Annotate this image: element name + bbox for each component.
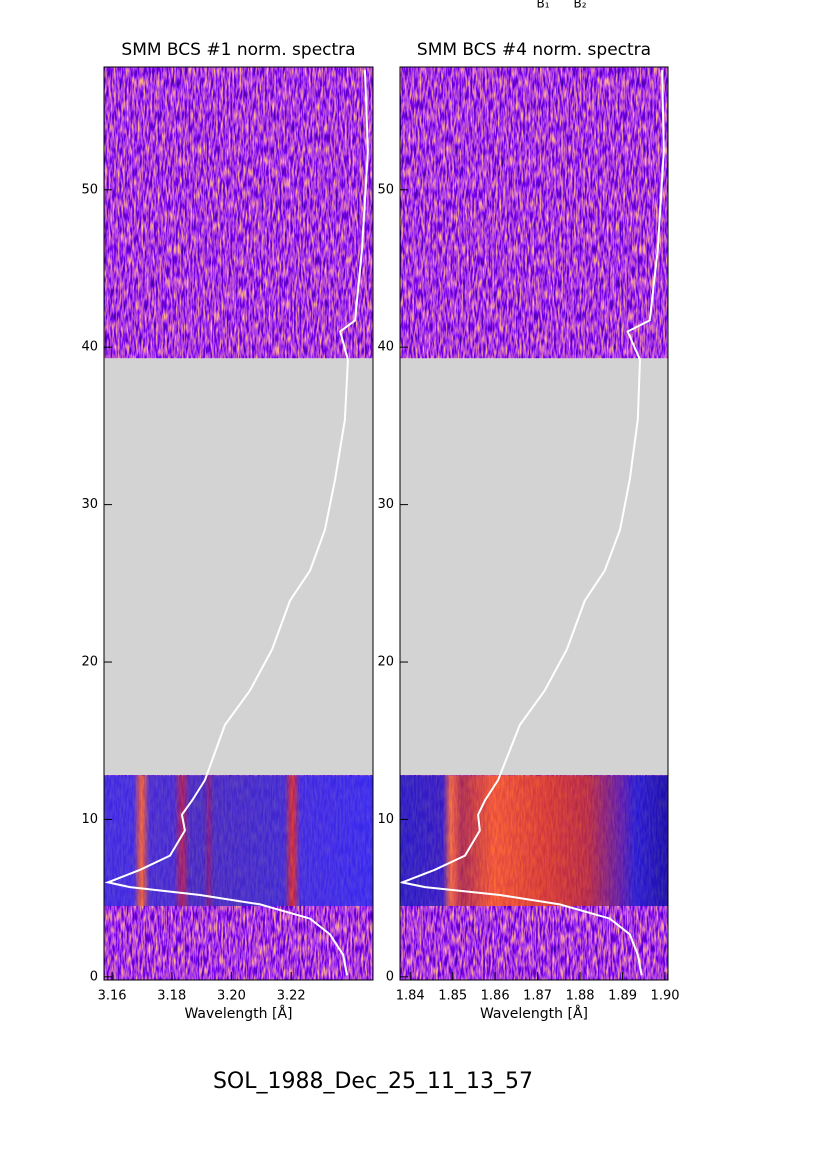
x-tick-label: 1.86 <box>481 989 510 1004</box>
plot-frame <box>399 66 669 981</box>
data-gap <box>400 358 668 776</box>
x-tick-label: 1.87 <box>523 989 552 1004</box>
x-tick-label: 1.84 <box>396 989 425 1004</box>
x-tick-label: 1.90 <box>651 989 680 1004</box>
y-tick-label: 40 <box>377 340 394 355</box>
y-tick-label: 30 <box>81 497 98 512</box>
panel-title: SMM BCS #1 norm. spectra <box>121 40 355 60</box>
x-axis-label: Wavelength [Å] <box>480 1005 588 1022</box>
y-tick-label: 0 <box>386 969 394 984</box>
y-tick-label: 20 <box>81 655 98 670</box>
y-tick-label: 40 <box>81 340 98 355</box>
spectral-lines <box>104 775 373 907</box>
x-tick-label: 1.89 <box>608 989 637 1004</box>
spectral-lines <box>400 775 668 907</box>
spectrogram-top <box>104 67 373 359</box>
y-tick-label: 10 <box>81 812 98 827</box>
y-tick-label: 0 <box>90 969 98 984</box>
x-tick-label: 1.88 <box>566 989 595 1004</box>
x-tick-label: 3.22 <box>277 989 306 1004</box>
light-curve <box>104 70 369 976</box>
x-tick-label: 3.18 <box>157 989 186 1004</box>
spectrogram-top <box>400 67 668 359</box>
x-axis-label: Wavelength [Å] <box>184 1005 292 1022</box>
panel-title: SMM BCS #4 norm. spectra <box>417 40 651 60</box>
y-tick-label: 30 <box>377 497 394 512</box>
top-label: B₂ <box>573 0 586 11</box>
x-tick-label: 1.85 <box>438 989 467 1004</box>
y-tick-label: 20 <box>377 655 394 670</box>
y-tick-label: 50 <box>81 182 98 197</box>
top-label: B₁ <box>536 0 549 11</box>
light-curve <box>398 70 665 976</box>
figure-title: SOL_1988_Dec_25_11_13_57 <box>213 1069 533 1094</box>
plot-frame <box>103 66 374 981</box>
y-tick-label: 50 <box>377 182 394 197</box>
x-tick-label: 3.16 <box>98 989 127 1004</box>
y-tick-label: 10 <box>377 812 394 827</box>
data-gap <box>104 358 373 776</box>
x-tick-label: 3.20 <box>217 989 246 1004</box>
